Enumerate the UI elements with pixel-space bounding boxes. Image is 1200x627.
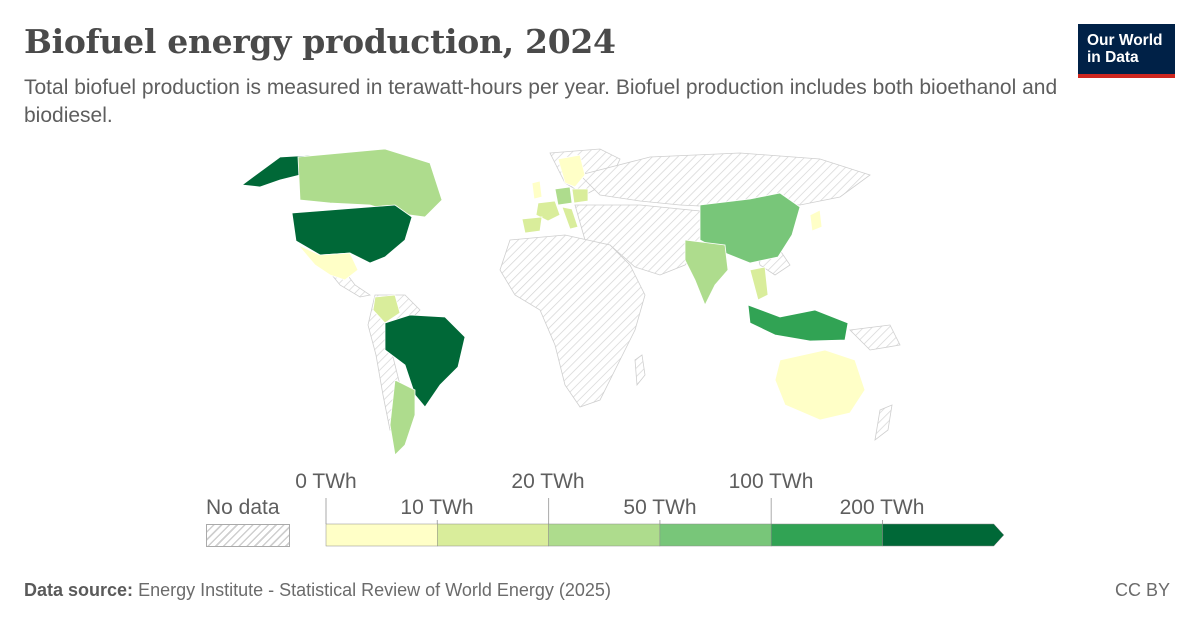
logo-line-1: Our World <box>1087 32 1163 49</box>
legend-bin-4[interactable] <box>770 523 883 547</box>
legend-bin-1[interactable] <box>437 523 549 547</box>
russia-asia <box>579 152 871 208</box>
madagascar <box>634 354 646 387</box>
country-scandinavia <box>557 154 586 188</box>
no-data-regions <box>318 148 901 441</box>
legend-label-50: 50 TWh <box>623 496 697 519</box>
country-uk <box>531 180 543 200</box>
license-link[interactable]: CC BY <box>1114 580 1170 600</box>
country-poland <box>571 188 589 204</box>
country-shapes <box>240 148 866 456</box>
country-brazil <box>384 314 466 408</box>
world-map[interactable] <box>180 145 940 465</box>
legend-label-20: 20 TWh <box>511 470 585 493</box>
country-india <box>684 239 729 306</box>
logo-line-2: in Data <box>1087 49 1139 66</box>
footer-source: Data source: Energy Institute - Statisti… <box>24 580 611 601</box>
country-france <box>535 200 561 222</box>
country-japan <box>809 209 823 232</box>
country-australia <box>774 349 866 421</box>
country-mexico <box>297 244 359 281</box>
legend-label-10: 10 TWh <box>400 496 474 519</box>
legend-bins <box>325 523 1005 547</box>
source-label: Data source: <box>24 580 134 600</box>
country-colombia <box>372 294 401 324</box>
owid-logo[interactable]: Our World in Data <box>1078 24 1175 78</box>
country-indonesia <box>747 304 849 342</box>
africa <box>499 234 646 408</box>
country-argentina <box>389 379 416 456</box>
country-usa <box>291 204 413 264</box>
legend-label-200: 200 TWh <box>839 496 925 519</box>
country-germany <box>554 186 573 206</box>
country-italy <box>561 206 579 230</box>
legend-label-0: 0 TWh <box>295 470 357 493</box>
chart-subtitle: Total biofuel production is measured in … <box>24 76 1058 127</box>
legend-label-100: 100 TWh <box>728 470 814 493</box>
source-text[interactable]: Energy Institute - Statistical Review of… <box>138 580 611 600</box>
country-canada <box>297 148 443 218</box>
country-thailand <box>749 266 769 301</box>
legend-no-data-label: No data <box>206 496 280 519</box>
legend-bin-0[interactable] <box>325 523 438 547</box>
legend-bin-3[interactable] <box>659 523 772 547</box>
legend-bin-5[interactable] <box>882 523 1005 547</box>
legend-no-data-swatch <box>206 524 290 547</box>
chart-title: Biofuel energy production, 2024 <box>24 22 616 61</box>
legend-bin-2[interactable] <box>548 523 661 547</box>
new-zealand <box>874 404 893 441</box>
country-spain <box>521 216 543 234</box>
legend-scale <box>325 498 1005 547</box>
papua <box>849 324 901 351</box>
